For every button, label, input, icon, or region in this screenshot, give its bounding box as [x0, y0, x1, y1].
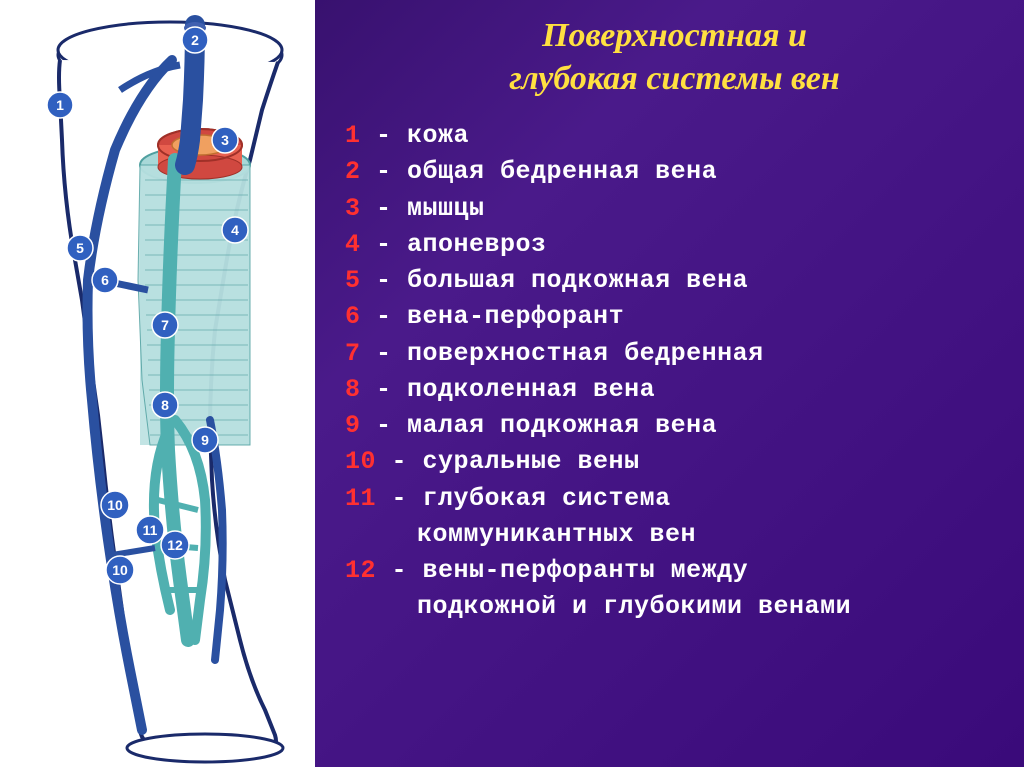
legend-number: 2 [345, 157, 361, 186]
legend-item: 8 - подколенная вена [345, 372, 1004, 408]
svg-text:10: 10 [112, 562, 128, 578]
legend-text: суральные вены [423, 447, 640, 476]
legend-item: 10 - суральные вены [345, 444, 1004, 480]
legend-text: общая бедренная вена [407, 157, 717, 186]
legend-number: 10 [345, 447, 376, 476]
legend-separator: - [376, 556, 423, 585]
svg-text:10: 10 [107, 497, 123, 513]
legend-separator: - [361, 375, 408, 404]
legend-number: 9 [345, 411, 361, 440]
svg-text:1: 1 [56, 97, 64, 113]
legend-item: 1 - кожа [345, 118, 1004, 154]
legend-item-continuation: коммуникантных вен [345, 517, 1004, 553]
legend-text: поверхностная бедренная [407, 339, 764, 368]
legend-separator: - [361, 266, 408, 295]
legend-item: 9 - малая подкожная вена [345, 408, 1004, 444]
legend-separator: - [376, 484, 423, 513]
svg-text:8: 8 [161, 397, 169, 413]
legend-item: 6 - вена-перфорант [345, 299, 1004, 335]
legend-separator: - [361, 121, 408, 150]
svg-text:6: 6 [101, 272, 109, 288]
legend-number: 3 [345, 194, 361, 223]
legend-item: 12 - вены-перфоранты между [345, 553, 1004, 589]
legend-item: 11 - глубокая система [345, 481, 1004, 517]
svg-text:5: 5 [76, 240, 84, 256]
legend-text: мышцы [407, 194, 485, 223]
legend-text: кожа [407, 121, 469, 150]
legend-text: вены-перфоранты между [423, 556, 749, 585]
legend-text: большая подкожная вена [407, 266, 748, 295]
legend-number: 11 [345, 484, 376, 513]
legend-text: вена-перфорант [407, 302, 624, 331]
svg-text:11: 11 [143, 522, 158, 538]
legend-separator: - [361, 411, 408, 440]
title-line-1: Поверхностная и [542, 17, 807, 54]
legend-separator: - [376, 447, 423, 476]
legend-separator: - [361, 339, 408, 368]
legend-number: 8 [345, 375, 361, 404]
legend-separator: - [361, 302, 408, 331]
legend-separator: - [361, 194, 408, 223]
legend-separator: - [361, 230, 408, 259]
legend-number: 7 [345, 339, 361, 368]
legend-item: 4 - апоневроз [345, 227, 1004, 263]
legend-number: 5 [345, 266, 361, 295]
svg-text:3: 3 [221, 132, 229, 148]
legend-separator: - [361, 157, 408, 186]
legend-item: 7 - поверхностная бедренная [345, 336, 1004, 372]
title-line-2: глубокая системы вен [509, 60, 840, 97]
legend-item: 3 - мышцы [345, 191, 1004, 227]
leg-vein-diagram: 1 2 3 4 5 6 7 8 9 10 10 11 12 [0, 0, 315, 767]
legend-text: апоневроз [407, 230, 547, 259]
legend-text: глубокая система [423, 484, 671, 513]
legend-item: 2 - общая бедренная вена [345, 154, 1004, 190]
legend-text: малая подкожная вена [407, 411, 717, 440]
svg-text:2: 2 [191, 32, 199, 48]
legend-number: 1 [345, 121, 361, 150]
legend-number: 12 [345, 556, 376, 585]
legend-number: 6 [345, 302, 361, 331]
legend-text: подколенная вена [407, 375, 655, 404]
svg-text:9: 9 [201, 432, 209, 448]
legend-list: 1 - кожа2 - общая бедренная вена3 - мышц… [345, 118, 1004, 626]
svg-text:12: 12 [167, 537, 183, 553]
legend-item-continuation: подкожной и глубокими венами [345, 589, 1004, 625]
text-panel: Поверхностная и глубокая системы вен 1 -… [315, 0, 1024, 767]
svg-text:4: 4 [231, 222, 239, 238]
legend-item: 5 - большая подкожная вена [345, 263, 1004, 299]
legend-number: 4 [345, 230, 361, 259]
svg-text:7: 7 [161, 317, 169, 333]
slide-title: Поверхностная и глубокая системы вен [345, 15, 1004, 100]
anatomy-diagram-panel: 1 2 3 4 5 6 7 8 9 10 10 11 12 [0, 0, 315, 767]
